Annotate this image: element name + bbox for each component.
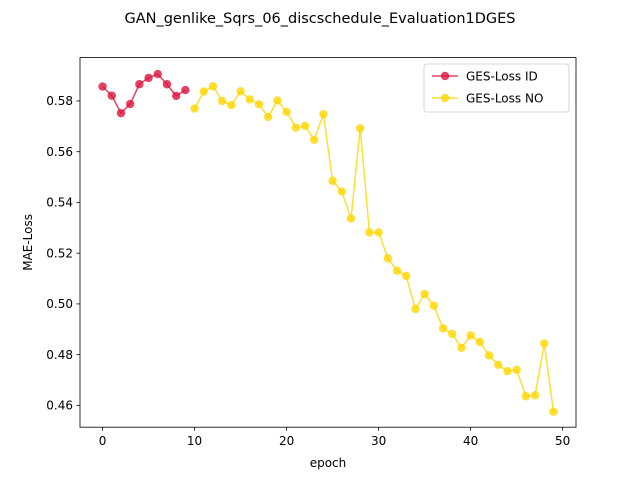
y-tick-label: 0.56 xyxy=(46,145,73,159)
legend-item-0: GES-Loss ID xyxy=(432,69,538,83)
chart-title: GAN_genlike_Sqrs_06_discschedule_Evaluat… xyxy=(124,11,515,27)
legend-label: GES-Loss ID xyxy=(466,69,538,83)
data-point xyxy=(346,214,356,223)
x-tick-label: 30 xyxy=(371,434,386,448)
data-point xyxy=(171,91,181,101)
data-point xyxy=(254,100,264,109)
data-point xyxy=(392,266,402,275)
data-point xyxy=(190,104,199,113)
y-tick-label: 0.50 xyxy=(46,297,73,311)
data-point xyxy=(300,121,310,131)
data-point xyxy=(540,339,549,348)
data-point xyxy=(116,108,126,118)
data-point xyxy=(162,80,172,89)
data-point xyxy=(494,360,503,369)
legend-item-1: GES-Loss NO xyxy=(432,91,543,105)
plot-frame xyxy=(79,57,577,428)
data-point xyxy=(503,366,512,376)
data-point xyxy=(475,337,485,347)
series-1 xyxy=(190,82,558,416)
data-point xyxy=(217,96,227,106)
series-0 xyxy=(98,69,190,118)
data-point xyxy=(448,329,457,339)
series-line-0 xyxy=(102,73,186,114)
data-point xyxy=(245,95,254,104)
y-axis: 0.46 0.48 0.50 0.52 0.54 0.56 0.58 xyxy=(46,94,80,413)
x-tick-label: 0 xyxy=(99,434,107,448)
x-axis: 0 10 20 30 40 50 xyxy=(99,427,570,448)
data-point xyxy=(291,123,300,132)
data-point xyxy=(402,271,411,281)
data-point xyxy=(328,176,337,186)
data-point xyxy=(383,254,393,263)
data-point xyxy=(457,343,466,352)
data-point xyxy=(153,69,162,79)
x-tick-label: 50 xyxy=(555,434,570,448)
data-point xyxy=(319,109,328,119)
data-point xyxy=(135,80,144,89)
x-tick-label: 10 xyxy=(187,434,202,448)
data-point xyxy=(273,96,282,105)
data-point xyxy=(466,331,475,340)
data-point xyxy=(365,228,374,237)
data-point xyxy=(310,135,319,144)
data-point xyxy=(374,228,383,237)
data-point xyxy=(438,324,448,333)
data-point xyxy=(521,392,531,401)
plot-content xyxy=(98,69,558,416)
data-point xyxy=(125,99,135,109)
data-point xyxy=(144,73,153,83)
legend: GES-Loss ID GES-Loss NO xyxy=(423,63,570,113)
y-tick-label: 0.48 xyxy=(46,348,73,362)
data-point xyxy=(512,365,521,375)
data-point xyxy=(282,107,291,117)
data-point xyxy=(549,407,558,416)
y-tick-label: 0.54 xyxy=(46,196,73,210)
data-point xyxy=(356,124,365,133)
legend-label: GES-Loss NO xyxy=(466,91,543,105)
x-tick-label: 40 xyxy=(463,434,478,448)
legend-marker xyxy=(440,71,450,81)
y-tick-label: 0.58 xyxy=(46,94,73,108)
data-point xyxy=(236,87,245,96)
y-tick-label: 0.52 xyxy=(46,246,73,260)
data-point xyxy=(337,187,346,196)
data-point xyxy=(227,100,236,110)
data-point xyxy=(484,351,494,360)
data-point xyxy=(98,82,107,91)
data-point xyxy=(263,112,273,122)
data-point xyxy=(530,391,540,400)
legend-box xyxy=(423,63,570,113)
x-axis-label: epoch xyxy=(310,456,347,470)
series-line-1 xyxy=(193,85,555,412)
data-point xyxy=(107,91,116,100)
legend-marker xyxy=(440,93,450,103)
data-point xyxy=(411,304,420,314)
data-point xyxy=(181,85,190,95)
y-axis-label: MAE-Loss xyxy=(21,214,35,271)
data-point xyxy=(208,82,218,91)
y-tick-label: 0.46 xyxy=(46,399,73,413)
x-tick-label: 20 xyxy=(279,434,294,448)
data-point xyxy=(199,87,208,96)
data-point xyxy=(429,301,439,310)
data-point xyxy=(420,289,429,299)
